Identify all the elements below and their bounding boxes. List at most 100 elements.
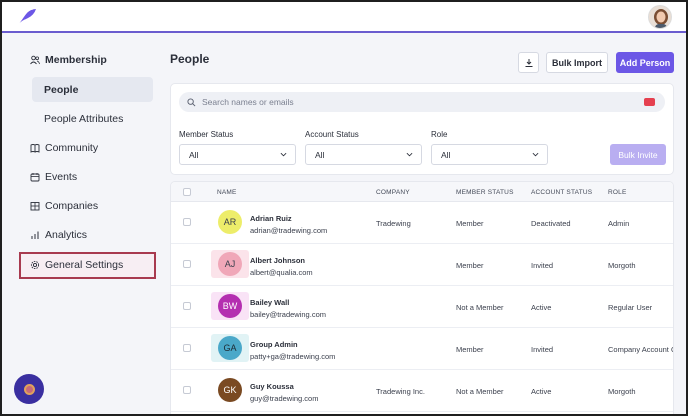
person-email: bailey@tradewing.com (250, 310, 326, 319)
top-bar (2, 2, 686, 33)
table-row[interactable]: BW Bailey Wall bailey@tradewing.com Not … (171, 286, 673, 328)
building-icon (30, 202, 40, 211)
help-widget-icon (23, 383, 35, 395)
chevron-down-icon (280, 152, 287, 157)
role-cell: Morgoth (608, 261, 636, 270)
avatar-initials: AJ (224, 259, 236, 269)
filters-panel: Member Status All Account Status All Rol… (170, 83, 674, 175)
column-header-name[interactable]: NAME (217, 189, 237, 196)
role-cell: Regular User (608, 303, 653, 312)
table-row[interactable]: GA Group Admin patty+ga@tradewing.com Me… (171, 328, 673, 370)
member-status-cell: Member (456, 345, 484, 354)
table-row[interactable]: AJ Albert Johnson albert@qualia.com Memb… (171, 244, 673, 286)
sidebar-item-label: Community (45, 142, 99, 154)
users-icon (30, 55, 40, 65)
search-icon (187, 97, 196, 106)
row-checkbox[interactable] (183, 218, 191, 226)
row-checkbox[interactable] (183, 260, 191, 268)
user-avatar-icon (649, 6, 671, 28)
sidebar-item-people[interactable]: People (32, 77, 153, 102)
sidebar-item-label: Analytics (45, 229, 88, 241)
company-cell: Tradewing (376, 219, 411, 228)
person-email: adrian@tradewing.com (250, 226, 328, 235)
sidebar-item-label: Events (45, 171, 78, 183)
chevron-down-icon (406, 152, 413, 157)
person-name[interactable]: Bailey Wall (250, 298, 290, 307)
sidebar-item-label: General Settings (45, 259, 124, 271)
search-input[interactable] (202, 97, 622, 107)
download-button[interactable] (518, 52, 539, 73)
select-all-checkbox[interactable] (183, 188, 191, 196)
person-email: patty+ga@tradewing.com (250, 352, 336, 361)
account-status-cell: Invited (531, 345, 554, 354)
member-status-cell: Member (456, 219, 484, 228)
avatar-initials: GK (223, 385, 237, 395)
person-name[interactable]: Group Admin (250, 340, 298, 349)
avatar: AJ (218, 252, 242, 276)
bar-chart-icon (31, 231, 39, 239)
person-email: albert@qualia.com (250, 268, 313, 277)
people-table: NAME COMPANY MEMBER STATUS ACCOUNT STATU… (170, 181, 674, 414)
column-header-account-status[interactable]: ACCOUNT STATUS (531, 189, 593, 196)
sidebar-item-community[interactable]: Community (30, 142, 98, 154)
avatar: AR (218, 210, 242, 234)
member-status-cell: Not a Member (456, 303, 504, 312)
role-cell: Company Account Ow (608, 345, 673, 354)
sidebar-item-membership[interactable]: Membership (30, 54, 107, 66)
account-status-value: All (315, 149, 325, 160)
role-label: Role (431, 130, 448, 139)
sidebar-item-analytics[interactable]: Analytics (30, 229, 87, 241)
avatar: BW (218, 294, 242, 318)
calendar-icon (30, 173, 40, 182)
sidebar-item-label: People (44, 83, 79, 96)
account-status-label: Account Status (305, 130, 359, 139)
sidebar-item-events[interactable]: Events (30, 171, 77, 183)
account-status-cell: Deactivated (531, 219, 571, 228)
search-bar[interactable] (179, 92, 665, 112)
row-checkbox[interactable] (183, 302, 191, 310)
add-person-button[interactable]: Add Person (616, 52, 674, 73)
sidebar-item-general-settings[interactable]: General Settings (30, 259, 123, 271)
user-avatar[interactable] (648, 5, 672, 29)
column-header-member-status[interactable]: MEMBER STATUS (456, 189, 514, 196)
sidebar-item-label: People Attributes (44, 112, 124, 125)
account-status-cell: Invited (531, 261, 554, 270)
person-name[interactable]: Albert Johnson (250, 256, 306, 265)
sidebar-item-label: Companies (45, 200, 99, 212)
sidebar: Membership People People Attributes Comm… (2, 35, 162, 414)
person-name[interactable]: Adrian Ruiz (250, 214, 292, 223)
role-cell: Admin (608, 219, 630, 228)
avatar-initials: AR (223, 217, 237, 227)
member-status-cell: Member (456, 261, 484, 270)
logo-icon[interactable] (16, 6, 38, 28)
page-title: People (170, 52, 210, 66)
gear-icon (30, 260, 40, 270)
sidebar-item-companies[interactable]: Companies (30, 200, 98, 212)
role-value: All (441, 149, 451, 160)
bulk-invite-button[interactable]: Bulk Invite (610, 144, 666, 165)
help-widget-button[interactable] (14, 374, 44, 404)
member-status-select[interactable]: All (179, 144, 296, 165)
table-row[interactable]: AR Adrian Ruiz adrian@tradewing.com Trad… (171, 202, 673, 244)
book-icon (30, 144, 40, 153)
record-icon[interactable] (644, 98, 655, 106)
chevron-down-icon (532, 152, 539, 157)
column-header-company[interactable]: COMPANY (376, 189, 410, 196)
table-row[interactable]: GK Guy Koussa guy@tradewing.com Tradewin… (171, 370, 673, 412)
row-checkbox[interactable] (183, 344, 191, 352)
bulk-import-button[interactable]: Bulk Import (546, 52, 608, 73)
main-content: People Bulk Import Add Person Member Sta… (162, 35, 686, 414)
person-name[interactable]: Guy Koussa (250, 382, 294, 391)
role-select[interactable]: All (431, 144, 548, 165)
account-status-select[interactable]: All (305, 144, 422, 165)
table-header: NAME COMPANY MEMBER STATUS ACCOUNT STATU… (171, 182, 673, 202)
column-header-role[interactable]: ROLE (608, 189, 627, 196)
row-checkbox[interactable] (183, 386, 191, 394)
account-status-cell: Active (531, 387, 552, 396)
download-icon (525, 58, 532, 67)
person-email: guy@tradewing.com (250, 394, 319, 403)
account-status-cell: Active (531, 303, 552, 312)
avatar: GA (218, 336, 242, 360)
sidebar-item-people-attributes[interactable]: People Attributes (32, 106, 153, 131)
